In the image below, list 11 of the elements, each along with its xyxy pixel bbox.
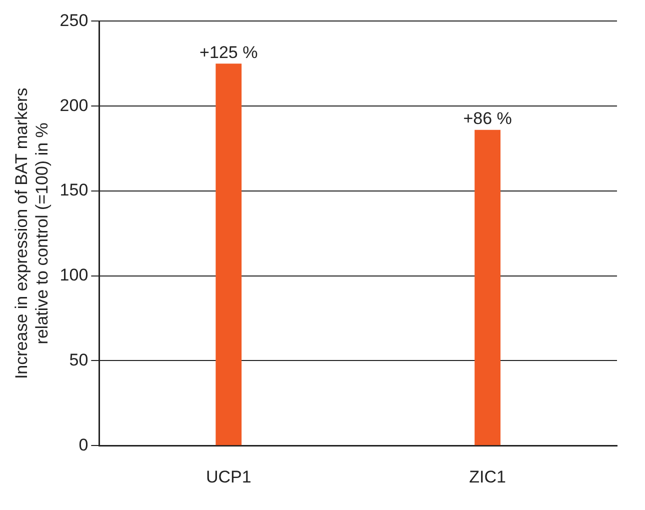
y-tick-label: 150 — [60, 180, 88, 200]
y-tick-label: 0 — [78, 435, 88, 454]
x-tick-label: ZIC1 — [469, 467, 506, 486]
y-tick-label: 250 — [60, 10, 88, 30]
y-tick-label: 200 — [60, 96, 88, 115]
x-tick-label: UCP1 — [206, 467, 252, 486]
y-tick-label: 50 — [69, 350, 88, 370]
annotation: +125 % — [200, 42, 258, 62]
annotation: +86 % — [463, 109, 512, 128]
y-tick-label: 100 — [60, 266, 88, 285]
y-axis-title: Increase in expression of BAT markers relative to control (=100) in % — [12, 88, 52, 380]
